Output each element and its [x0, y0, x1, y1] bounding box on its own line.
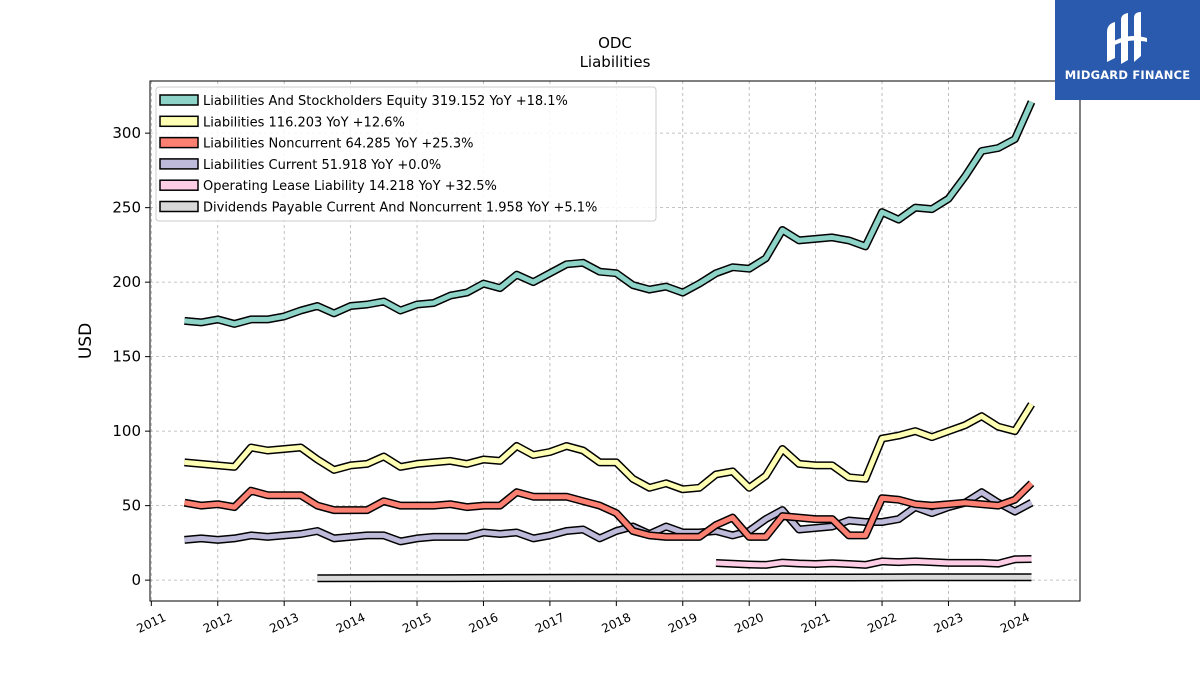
legend-box	[155, 86, 657, 222]
legend-entry: Liabilities Noncurrent 64.285 YoY +25.3%	[203, 137, 474, 152]
brand-logo: MIDGARD FINANCE	[1055, 0, 1200, 100]
y-tick-label: 300	[112, 124, 141, 142]
plot-frame	[149, 80, 1081, 602]
x-tick-label: 2013	[267, 610, 301, 636]
y-tick-label: 200	[112, 273, 141, 291]
legend-entry: Liabilities Current 51.918 YoY +0.0%	[203, 158, 441, 173]
y-tick-label: 0	[131, 571, 141, 589]
brand-mark-icon	[1107, 12, 1147, 64]
series-line	[184, 100, 1034, 327]
legend-entry: Liabilities And Stockholders Equity 319.…	[203, 94, 568, 109]
x-tick-label: 2015	[400, 610, 434, 636]
legend-swatch	[159, 179, 199, 191]
x-tick-label: 2012	[201, 610, 235, 636]
series-line	[317, 574, 1032, 581]
y-tick-label: 100	[112, 422, 141, 440]
series-line	[715, 556, 1032, 568]
x-tick-label: 2019	[666, 610, 700, 636]
x-tick-label: 2011	[135, 610, 169, 636]
legend-swatch	[159, 158, 199, 170]
x-tick-label: 2014	[334, 610, 368, 636]
x-tick-label: 2023	[932, 610, 966, 636]
x-tick-label: 2022	[865, 610, 899, 636]
legend-swatch	[159, 94, 199, 106]
y-tick-label: 50	[122, 497, 141, 515]
series-line	[184, 489, 1033, 544]
x-tick-label: 2016	[467, 610, 501, 636]
x-tick-label: 2021	[799, 610, 833, 636]
legend-entry: Operating Lease Liability 14.218 YoY +32…	[203, 179, 497, 194]
legend-swatch	[159, 136, 199, 149]
x-tick-label: 2020	[732, 610, 766, 636]
x-tick-label: 2017	[533, 610, 567, 636]
series-line	[184, 402, 1034, 492]
legend-swatch	[159, 115, 199, 128]
series-line	[184, 481, 1034, 540]
series-lines	[183, 100, 1036, 583]
brand-name: MIDGARD FINANCE	[1064, 68, 1191, 82]
chart-subtitle: Liabilities	[580, 53, 651, 71]
y-tick-label: 250	[112, 199, 141, 217]
series-outline	[184, 402, 1035, 494]
chart-title: ODC	[598, 34, 632, 52]
legend-entry: Dividends Payable Current And Noncurrent…	[203, 201, 597, 216]
x-tick-label: 2018	[600, 610, 634, 636]
legend-swatch	[159, 200, 199, 213]
legend-entry: Liabilities 116.203 YoY +12.6%	[203, 115, 405, 130]
y-tick-label: 150	[112, 348, 141, 366]
y-axis-label: USD	[76, 323, 96, 359]
legend: Liabilities And Stockholders Equity 319.…	[155, 86, 657, 222]
x-tick-label: 2024	[998, 610, 1032, 636]
